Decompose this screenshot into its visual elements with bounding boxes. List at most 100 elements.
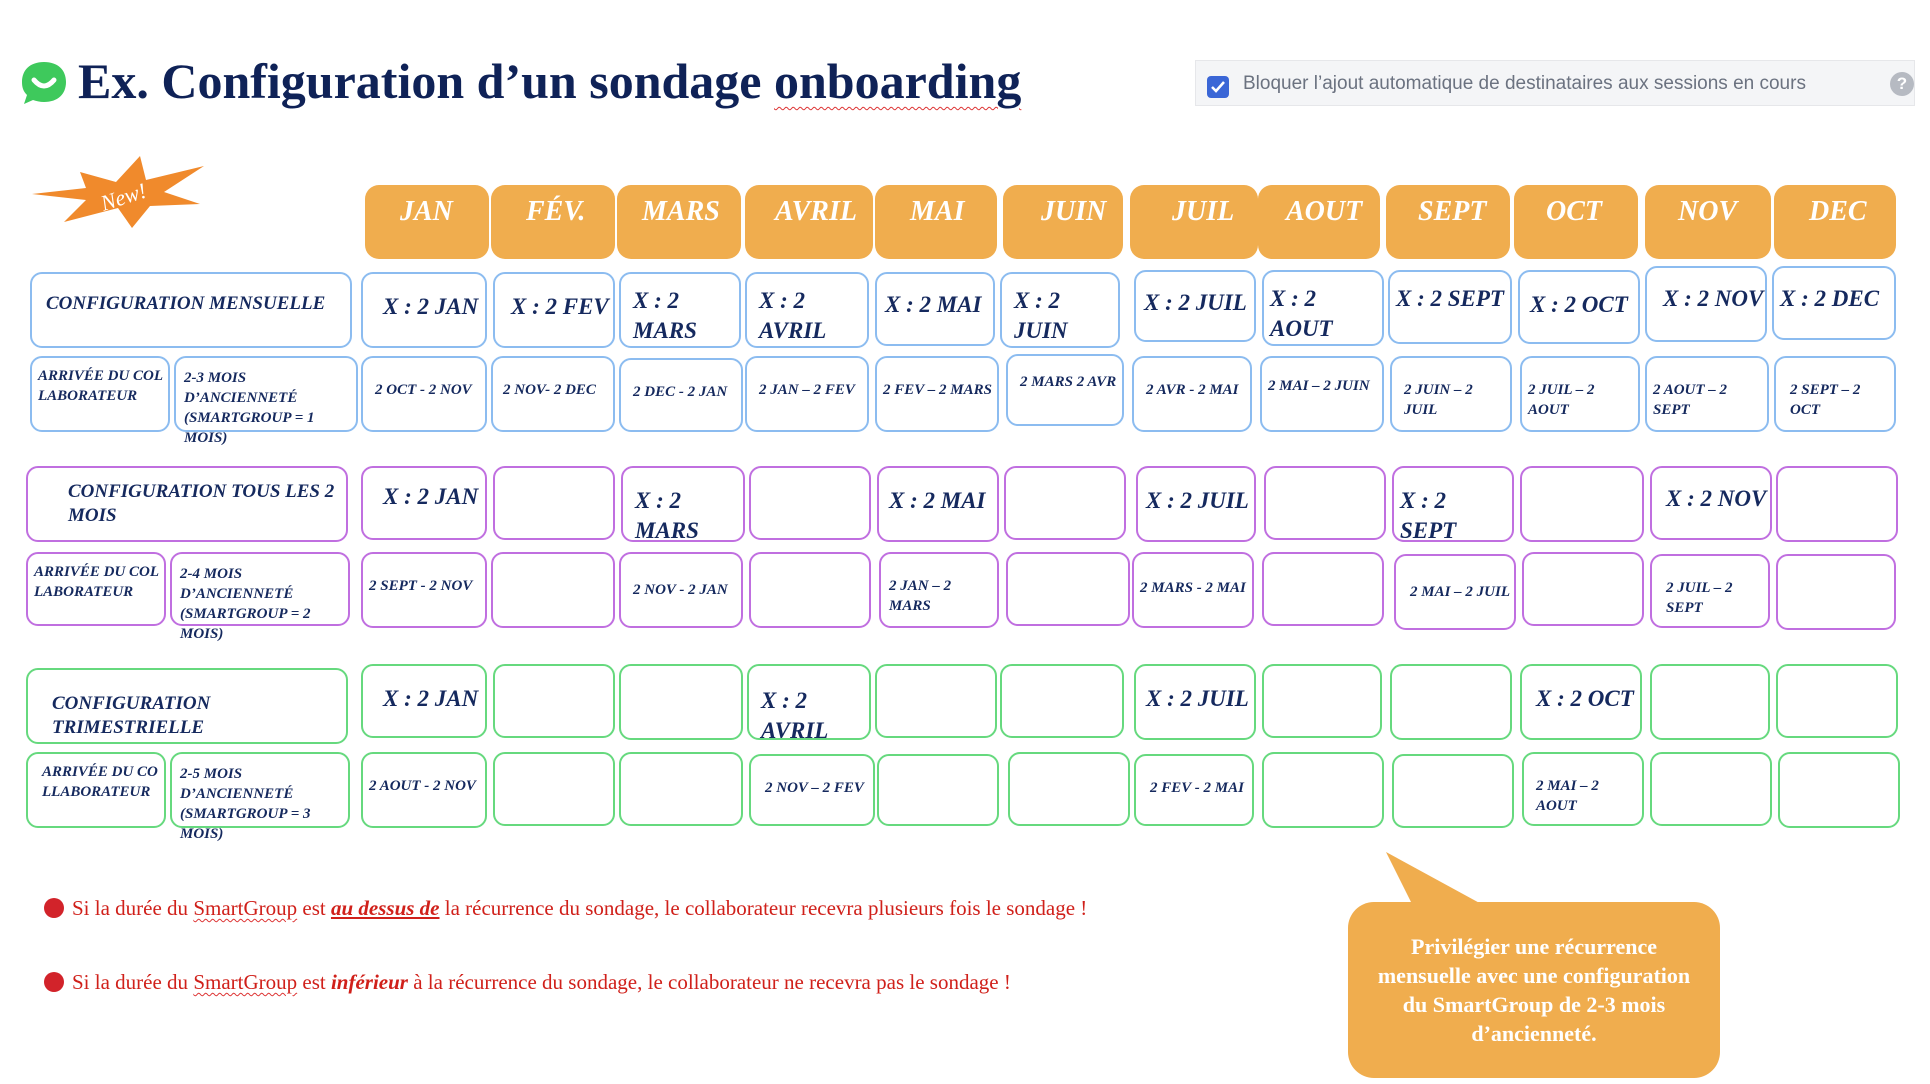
monthly-send-aug: X : 2 AOUT: [1262, 270, 1384, 346]
title-highlight: onboarding: [774, 53, 1022, 109]
quarterly-range-jul: 2 FEV - 2 MAI: [1134, 754, 1254, 826]
quarterly-range-nov: [1650, 752, 1772, 826]
bimonthly-send-may: X : 2 MAI: [877, 466, 999, 542]
new-badge: New!: [28, 152, 228, 234]
quarterly-send-sep: [1390, 664, 1512, 740]
bimonthly-send-apr: [749, 466, 871, 540]
bimonthly-send-dec: [1776, 466, 1898, 542]
month-jul: JUIL: [1130, 185, 1258, 259]
monthly-config-label: CONFIGURATION MENSUELLE: [30, 272, 352, 348]
monthly-range-jan: 2 OCT - 2 NOV: [361, 356, 487, 432]
monthly-seniority-label: 2-3 MOIS D’ANCIENNETÉ (SMARTGROUP = 1 MO…: [174, 356, 358, 446]
monthly-send-jul: X : 2 JUIL: [1134, 270, 1256, 342]
quarterly-range-feb: [493, 752, 615, 826]
bimonthly-range-mar: 2 NOV - 2 JAN: [619, 552, 743, 628]
quarterly-send-mar: [619, 664, 743, 740]
monthly-send-may: X : 2 MAI: [875, 272, 995, 346]
warning-note-below: Si la durée du SmartGroup est inférieur …: [44, 970, 1011, 995]
bimonthly-range-oct: [1522, 552, 1644, 626]
bimonthly-config-label: CONFIGURATION TOUS LES 2 MOIS: [26, 466, 348, 542]
bimonthly-range-aug: [1262, 552, 1384, 626]
quarterly-send-aug: [1262, 664, 1382, 738]
quarterly-send-jul: X : 2 JUIL: [1134, 664, 1256, 740]
quarterly-send-dec: [1776, 664, 1898, 738]
quarterly-arrival-label: ARRIVÉE DU COLLABORATEUR: [26, 752, 166, 828]
bimonthly-range-sep: 2 MAI – 2 JUIL: [1394, 554, 1516, 630]
monthly-send-feb: X : 2 FEV: [493, 272, 615, 348]
monthly-range-nov: 2 AOUT – 2 SEPT: [1645, 356, 1769, 432]
quarterly-send-feb: [493, 664, 615, 738]
month-apr: AVRIL: [745, 185, 873, 259]
bimonthly-send-sep: X : 2 SEPT: [1392, 466, 1514, 542]
bimonthly-range-feb: [491, 552, 615, 628]
bimonthly-send-feb: [493, 466, 615, 540]
quarterly-range-aug: [1262, 752, 1384, 828]
monthly-range-aug: 2 MAI – 2 JUIN: [1260, 356, 1384, 432]
tip-pointer: [1386, 852, 1506, 912]
quarterly-config-label: CONFIGURATION TRIMESTRIELLE: [26, 668, 348, 744]
quarterly-send-oct: X : 2 OCT: [1520, 664, 1642, 740]
month-mar: MARS: [617, 185, 741, 259]
bimonthly-send-aug: [1264, 466, 1386, 540]
settings-bar: [1195, 60, 1915, 106]
month-feb: FÉV.: [491, 185, 615, 259]
bimonthly-range-dec: [1776, 554, 1896, 630]
quarterly-send-apr: X : 2 AVRIL: [747, 664, 871, 740]
red-dot-icon: [44, 898, 64, 918]
survey-logo-icon: [20, 60, 68, 106]
monthly-send-jan: X : 2 JAN: [361, 272, 487, 348]
month-dec: DEC: [1774, 185, 1896, 259]
bimonthly-send-jul: X : 2 JUIL: [1136, 466, 1256, 542]
bimonthly-arrival-label: ARRIVÉE DU COLLABORATEUR: [26, 552, 166, 626]
recommendation-tip: Privilégier une récurrence mensuelle ave…: [1348, 902, 1720, 1078]
bimonthly-seniority-label: 2-4 MOIS D’ANCIENNETÉ (SMARTGROUP = 2 MO…: [170, 552, 350, 642]
monthly-range-jul: 2 AVR - 2 MAI: [1132, 356, 1252, 432]
monthly-range-may: 2 FEV – 2 MARS: [875, 356, 999, 432]
quarterly-range-mar: [619, 752, 743, 826]
monthly-arrival-label: ARRIVÉE DU COLLABORATEUR: [30, 356, 170, 432]
monthly-range-jun: 2 MARS 2 AVR: [1006, 354, 1124, 426]
quarterly-send-jun: [1000, 664, 1124, 738]
quarterly-range-dec: [1778, 752, 1900, 828]
quarterly-range-may: [877, 754, 999, 826]
quarterly-range-sep: [1392, 754, 1514, 828]
monthly-range-sep: 2 JUIN – 2 JUIL: [1390, 356, 1512, 432]
quarterly-send-may: [875, 664, 997, 738]
month-may: MAI: [875, 185, 997, 259]
bimonthly-range-nov: 2 JUIL – 2 SEPT: [1650, 554, 1770, 628]
block-recipients-checkbox[interactable]: [1207, 76, 1229, 98]
monthly-send-apr: X : 2 AVRIL: [745, 272, 869, 348]
bimonthly-send-oct: [1520, 466, 1644, 542]
bimonthly-range-jan: 2 SEPT - 2 NOV: [361, 552, 487, 628]
bimonthly-range-jun: [1006, 552, 1130, 626]
monthly-range-apr: 2 JAN – 2 FEV: [745, 356, 869, 432]
monthly-send-dec: X : 2 DEC: [1772, 266, 1896, 340]
bimonthly-send-jun: [1004, 466, 1126, 540]
monthly-send-oct: X : 2 OCT: [1518, 270, 1640, 344]
monthly-send-nov: X : 2 NOV: [1645, 266, 1767, 342]
bimonthly-range-may: 2 JAN – 2 MARS: [879, 552, 999, 628]
monthly-send-mar: X : 2 MARS: [619, 272, 741, 348]
quarterly-range-oct: 2 MAI – 2 AOUT: [1522, 752, 1644, 826]
month-oct: OCT: [1514, 185, 1638, 259]
month-jun: JUIN: [1003, 185, 1123, 259]
bimonthly-range-apr: [749, 552, 871, 628]
bimonthly-send-nov: X : 2 NOV: [1650, 466, 1772, 540]
red-dot-icon: [44, 972, 64, 992]
monthly-range-dec: 2 SEPT – 2 OCT: [1774, 356, 1896, 432]
monthly-send-sep: X : 2 SEPT: [1388, 270, 1512, 344]
bimonthly-send-jan: X : 2 JAN: [361, 466, 487, 540]
month-jan: JAN: [365, 185, 489, 259]
warning-note-above: Si la durée du SmartGroup est au dessus …: [44, 896, 1087, 921]
month-nov: NOV: [1645, 185, 1771, 259]
bimonthly-send-mar: X : 2 MARS: [621, 466, 745, 542]
quarterly-send-jan: X : 2 JAN: [361, 664, 487, 738]
monthly-range-oct: 2 JUIL – 2 AOUT: [1520, 356, 1640, 432]
block-recipients-label: Bloquer l’ajout automatique de destinata…: [1243, 73, 1806, 94]
monthly-send-jun: X : 2 JUIN: [1000, 272, 1120, 348]
month-aug: AOUT: [1258, 185, 1380, 259]
help-icon[interactable]: ?: [1890, 72, 1914, 96]
quarterly-send-nov: [1650, 664, 1770, 740]
quarterly-seniority-label: 2-5 MOIS D’ANCIENNETÉ (SMARTGROUP = 3 MO…: [170, 752, 350, 842]
quarterly-range-jun: [1008, 752, 1130, 826]
